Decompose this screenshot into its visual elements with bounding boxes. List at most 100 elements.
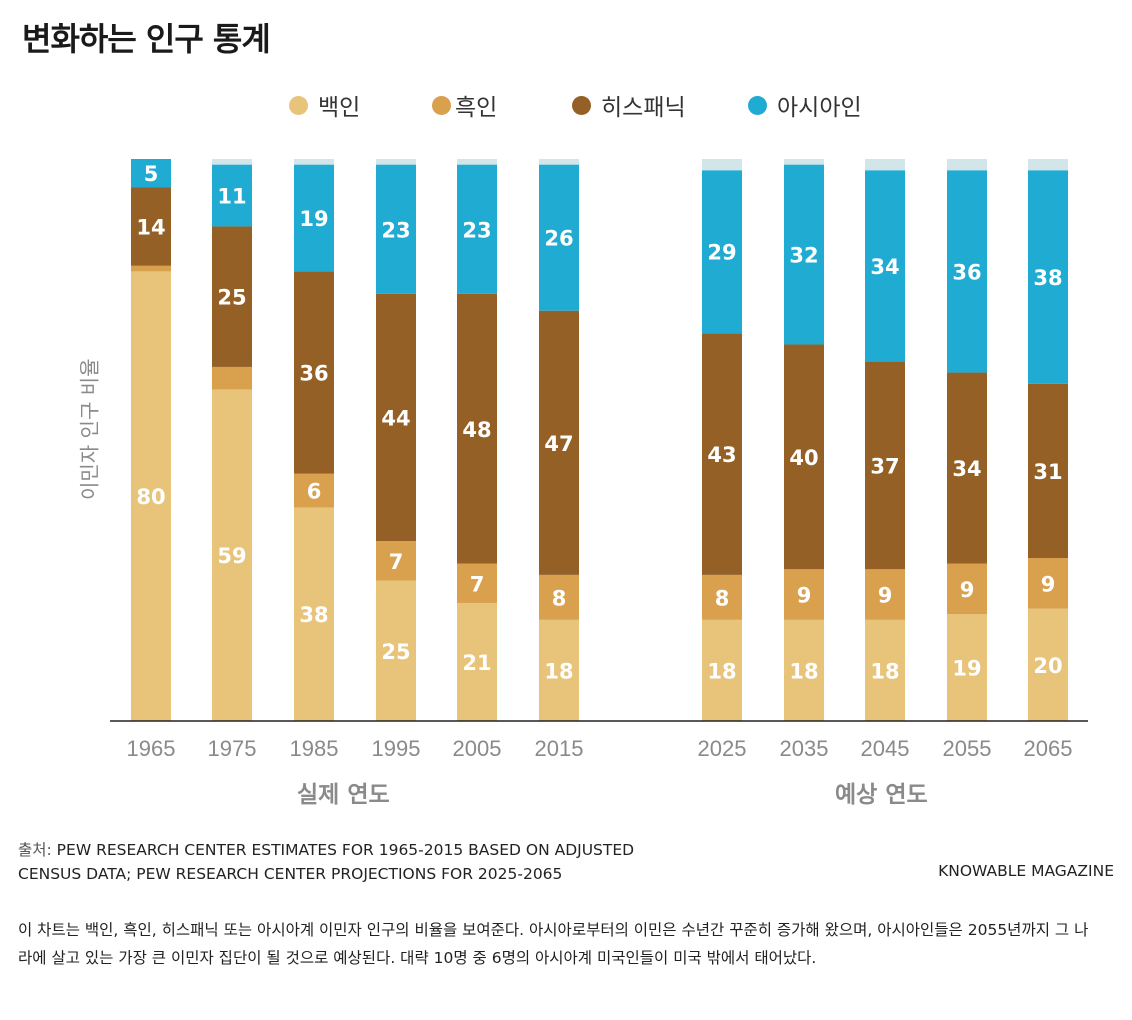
bar-segment-white-1985 (294, 507, 334, 721)
x-tick-label-2045: 2045 (861, 736, 910, 761)
bar-segment-white-1965 (131, 271, 171, 721)
bar-segment-other-2025 (702, 159, 742, 171)
bar-segment-other-2055 (947, 159, 987, 171)
data-label-asian-2005: 23 (462, 218, 491, 242)
data-label-asian-2015: 26 (544, 227, 573, 251)
bar-segment-white-2035 (784, 619, 824, 721)
x-tick-label-2035: 2035 (780, 736, 829, 761)
legend-label-asian: 아시아인 (777, 95, 862, 121)
bar-segment-black-1975 (212, 366, 252, 390)
legend-swatch-asian (748, 95, 767, 115)
bar-segment-black-2035 (784, 569, 824, 620)
x-tick-label-1965: 1965 (127, 736, 176, 761)
bar-segment-hispanic-2005 (457, 293, 497, 564)
data-label-asian-2025: 29 (707, 241, 736, 265)
data-label-black-2005: 7 (470, 572, 485, 596)
bar-segment-other-1985 (294, 159, 334, 165)
bar-segment-hispanic-1975 (212, 226, 252, 367)
bar-segment-asian-2035 (784, 164, 824, 345)
data-label-white-2055: 19 (952, 657, 981, 681)
bar-segment-other-2065 (1028, 159, 1068, 171)
bar-segment-hispanic-2045 (865, 361, 905, 570)
source-line-1: PEW RESEARCH CENTER ESTIMATES FOR 1965-2… (51, 841, 635, 859)
x-tick-label-2055: 2055 (943, 736, 992, 761)
bar-segment-asian-2005 (457, 164, 497, 294)
bar-1965: 80 14 5 (131, 159, 171, 721)
source-note: 출처: PEW RESEARCH CENTER ESTIMATES FOR 19… (18, 838, 634, 886)
bar-segment-other-2045 (865, 159, 905, 171)
bar-segment-white-2005 (457, 602, 497, 721)
data-label-black-1995: 7 (389, 550, 404, 574)
legend-swatch-hispanic (572, 95, 591, 115)
bar-segment-black-2065 (1028, 558, 1068, 609)
bar-segment-black-2005 (457, 563, 497, 603)
data-label-hispanic-1975: 25 (217, 286, 246, 310)
data-label-hispanic-2065: 31 (1033, 460, 1062, 484)
group-label-actual: 실제 연도 (297, 782, 390, 808)
data-label-asian-2045: 34 (870, 255, 899, 279)
source-prefix: 출처: (18, 841, 52, 859)
description: 이 차트는 백인, 흑인, 히스패닉 또는 아시아계 이민자 인구의 비율을 보… (18, 921, 1089, 967)
bar-segment-hispanic-1965 (131, 187, 171, 266)
bar-segment-asian-2025 (702, 170, 742, 334)
bar-segment-other-1995 (376, 159, 416, 165)
bar-segment-asian-2045 (865, 170, 905, 362)
bar-segment-white-2055 (947, 614, 987, 721)
bar-segment-black-2015 (539, 574, 579, 620)
group-label-projected: 예상 연도 (835, 782, 928, 808)
brand-credit: KNOWABLE MAGAZINE (938, 862, 1114, 880)
legend-swatch-white (289, 95, 308, 115)
data-label-asian-2065: 38 (1033, 266, 1062, 290)
legend-label-hispanic: 히스패닉 (601, 95, 686, 121)
bar-segment-asian-2015 (539, 164, 579, 311)
data-label-hispanic-2055: 34 (952, 457, 981, 481)
legend-item-black: 흑인 (432, 88, 497, 122)
bar-segment-white-2015 (539, 619, 579, 721)
data-label-asian-1965: 5 (144, 162, 159, 186)
bar-2025: 18 8 43 29 (702, 159, 742, 721)
x-tick-label-1985: 1985 (290, 736, 339, 761)
bar-2055: 19 9 34 36 (947, 159, 987, 721)
bar-2045: 18 9 37 34 (865, 159, 905, 721)
legend: 백인 흑인 히스패닉 아시아인 (0, 88, 1132, 124)
data-label-white-1975: 59 (217, 544, 246, 568)
x-tick-label-1975: 1975 (208, 736, 257, 761)
data-label-hispanic-2015: 47 (544, 432, 573, 456)
bar-segment-hispanic-1995 (376, 293, 416, 542)
data-label-white-1965: 80 (136, 485, 165, 509)
data-label-white-2035: 18 (789, 659, 818, 683)
bar-segment-other-2015 (539, 159, 579, 165)
data-label-hispanic-2035: 40 (789, 446, 818, 470)
bar-segment-black-1985 (294, 473, 334, 508)
data-label-hispanic-1995: 44 (381, 407, 410, 431)
data-label-black-2015: 8 (552, 586, 567, 610)
bar-segment-black-1965 (131, 265, 171, 272)
bar-1985: 38 6 36 19 (294, 159, 334, 721)
data-label-white-1985: 38 (299, 603, 328, 627)
x-tick-label-1995: 1995 (372, 736, 421, 761)
legend-item-hispanic: 히스패닉 (572, 88, 686, 122)
bar-segment-hispanic-2025 (702, 333, 742, 575)
legend-item-white: 백인 (289, 88, 360, 122)
x-tick-label-2025: 2025 (698, 736, 747, 761)
data-label-black-1985: 6 (307, 480, 322, 504)
data-label-asian-1975: 11 (217, 185, 246, 209)
data-label-white-2005: 21 (462, 651, 491, 675)
bar-segment-white-1975 (212, 389, 252, 721)
data-label-hispanic-2025: 43 (707, 443, 736, 467)
x-tick-label-2005: 2005 (453, 736, 502, 761)
legend-label-white: 백인 (318, 95, 361, 121)
bar-segment-asian-1975 (212, 164, 252, 227)
data-label-hispanic-1965: 14 (136, 215, 165, 239)
data-label-asian-2035: 32 (789, 244, 818, 268)
legend-label-black: 흑인 (455, 95, 498, 121)
bar-segment-white-1995 (376, 580, 416, 721)
bar-segment-asian-1965 (131, 159, 171, 188)
data-label-asian-1985: 19 (299, 207, 328, 231)
bar-segment-black-2045 (865, 569, 905, 620)
data-label-black-2035: 9 (797, 584, 812, 608)
data-label-black-2065: 9 (1041, 572, 1056, 596)
data-label-asian-1995: 23 (381, 218, 410, 242)
bar-2065: 20 9 31 38 (1028, 159, 1068, 721)
bar-segment-other-2035 (784, 159, 824, 165)
